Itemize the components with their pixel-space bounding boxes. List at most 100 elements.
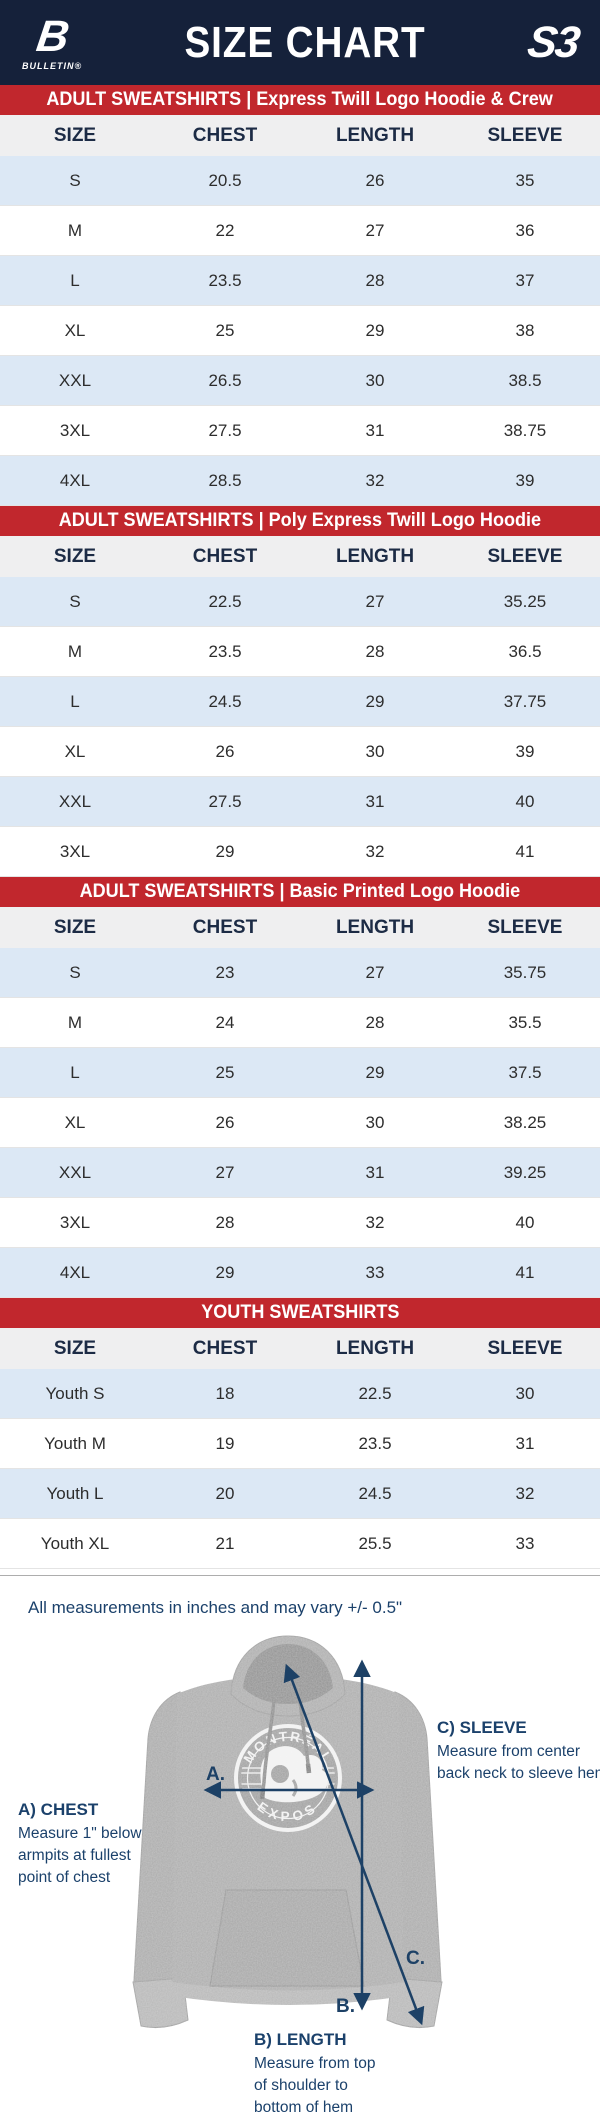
length-annotation: B) LENGTH Measure from top of shoulder t… <box>254 2030 404 2119</box>
measure-cell: 25.5 <box>300 1518 450 1569</box>
size-cell: L <box>0 1047 150 1098</box>
column-header: SLEEVE <box>450 907 600 948</box>
section-banner: ADULT SWEATSHIRTS | Express Twill Logo H… <box>0 85 600 115</box>
measure-cell: 29 <box>300 305 450 356</box>
table-row: XXL 26.5 30 38.5 <box>0 355 600 406</box>
kangaroo-pocket <box>209 1889 365 1987</box>
measure-cell: 38.25 <box>450 1097 600 1148</box>
size-cell: 3XL <box>0 1197 150 1248</box>
measure-cell: 29 <box>300 676 450 727</box>
hoodie-illustration: MONTRÉAL EXPOS <box>132 1635 443 2028</box>
measure-cell: 23.5 <box>300 1418 450 1469</box>
measure-cell: 33 <box>450 1518 600 1569</box>
measure-cell: 39 <box>450 726 600 777</box>
measure-cell: 28 <box>300 255 450 306</box>
measure-cell: 27 <box>300 577 450 627</box>
size-table: SIZE CHEST LENGTH SLEEVE S 23 27 35.75 M 24 28 35.5… <box>0 907 600 1298</box>
measure-cell: 32 <box>450 1468 600 1519</box>
measure-cell: 26 <box>150 1097 300 1148</box>
size-cell: L <box>0 676 150 727</box>
measure-cell: 30 <box>300 726 450 777</box>
column-header: LENGTH <box>300 536 450 577</box>
measure-cell: 31 <box>450 1418 600 1469</box>
measure-cell: 25 <box>150 1047 300 1098</box>
measure-cell: 22.5 <box>300 1369 450 1419</box>
table-row: M 23.5 28 36.5 <box>0 626 600 677</box>
measure-cell: 35.25 <box>450 577 600 627</box>
left-drawstring <box>261 1699 276 1791</box>
measure-cell: 35 <box>450 156 600 206</box>
sleeve-annotation: C) SLEEVE Measure from center back neck … <box>437 1718 600 1782</box>
measure-cell: 40 <box>450 1197 600 1248</box>
table-row: S 22.5 27 35.25 <box>0 577 600 627</box>
table-row: XL 26 30 39 <box>0 726 600 777</box>
section-banner: YOUTH SWEATSHIRTS <box>0 1298 600 1328</box>
measure-cell: 24 <box>150 997 300 1048</box>
length-annotation-title: B) LENGTH <box>254 2030 347 2049</box>
measure-cell: 40 <box>450 776 600 827</box>
table-row: XL 26 30 38.25 <box>0 1097 600 1148</box>
measure-cell: 37 <box>450 255 600 306</box>
measure-cell: 37.75 <box>450 676 600 727</box>
size-cell: Youth XL <box>0 1518 150 1569</box>
length-arrow-label: B. <box>336 1996 355 2017</box>
column-header: LENGTH <box>300 1328 450 1369</box>
table-row: XXL 27 31 39.25 <box>0 1147 600 1198</box>
column-header: CHEST <box>150 115 300 156</box>
column-header: SIZE <box>0 907 150 948</box>
size-cell: M <box>0 997 150 1048</box>
section-banner: ADULT SWEATSHIRTS | Poly Express Twill L… <box>0 506 600 536</box>
column-header: CHEST <box>150 1328 300 1369</box>
table-row: L 25 29 37.5 <box>0 1047 600 1098</box>
column-header: SIZE <box>0 536 150 577</box>
size-cell: S <box>0 948 150 998</box>
measure-cell: 27.5 <box>150 405 300 456</box>
measure-cell: 27.5 <box>150 776 300 827</box>
measure-cell: 28 <box>150 1197 300 1248</box>
column-header: SLEEVE <box>450 1328 600 1369</box>
measure-cell: 31 <box>300 405 450 456</box>
table-row: S 23 27 35.75 <box>0 948 600 998</box>
size-cell: S <box>0 156 150 206</box>
measure-cell: 36.5 <box>450 626 600 677</box>
table-row: XL 25 29 38 <box>0 305 600 356</box>
measure-cell: 38.75 <box>450 405 600 456</box>
sleeve-arrow-label: C. <box>406 1948 425 1969</box>
size-cell: Youth S <box>0 1369 150 1419</box>
measure-cell: 20 <box>150 1468 300 1519</box>
table-row: M 24 28 35.5 <box>0 997 600 1048</box>
measure-cell: 28 <box>300 997 450 1048</box>
s3-icon: S3 <box>524 17 582 67</box>
table-row: M 22 27 36 <box>0 205 600 256</box>
size-cell: 4XL <box>0 1247 150 1298</box>
measure-cell: 24.5 <box>300 1468 450 1519</box>
column-header: CHEST <box>150 907 300 948</box>
size-cell: XL <box>0 1097 150 1148</box>
measure-cell: 19 <box>150 1418 300 1469</box>
measure-cell: 32 <box>300 1197 450 1248</box>
measurement-note: All measurements in inches and may vary … <box>28 1598 403 1617</box>
size-cell: S <box>0 577 150 627</box>
measure-cell: 38.5 <box>450 355 600 406</box>
table-row: Youth XL 21 25.5 33 <box>0 1518 600 1569</box>
column-header: SIZE <box>0 115 150 156</box>
size-table: SIZE CHEST LENGTH SLEEVE Youth S 18 22.5 30 Yout… <box>0 1328 600 1569</box>
size-cell: M <box>0 626 150 677</box>
section-banner-label: YOUTH SWEATSHIRTS <box>200 1302 400 1323</box>
column-header: SIZE <box>0 1328 150 1369</box>
table-row: 4XL 28.5 32 39 <box>0 455 600 506</box>
hoodie-diagram: MONTRÉAL EXPOS A. B. C. <box>132 1635 443 2028</box>
size-cell: Youth L <box>0 1468 150 1519</box>
measure-cell: 39 <box>450 455 600 506</box>
measure-cell: 27 <box>150 1147 300 1198</box>
measure-cell: 27 <box>300 205 450 256</box>
measure-cell: 32 <box>300 455 450 506</box>
table-row: Youth M 19 23.5 31 <box>0 1418 600 1469</box>
measure-cell: 37.5 <box>450 1047 600 1098</box>
measure-cell: 25 <box>150 305 300 356</box>
size-cell: 3XL <box>0 826 150 877</box>
measure-cell: 29 <box>300 1047 450 1098</box>
measure-cell: 26.5 <box>150 355 300 406</box>
size-cell: M <box>0 205 150 256</box>
bulletin-logo: B BULLETIN® <box>22 12 82 71</box>
